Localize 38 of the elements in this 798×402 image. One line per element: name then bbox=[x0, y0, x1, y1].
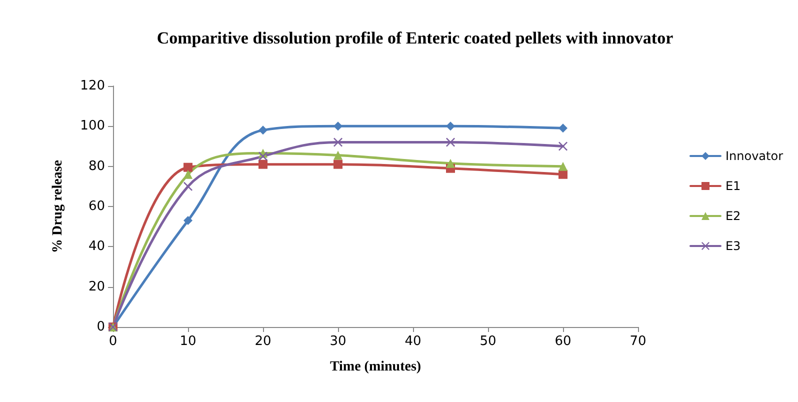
y-tick-label: 40 bbox=[88, 239, 105, 254]
y-tick-label: 120 bbox=[80, 78, 105, 94]
x-tick-label: 30 bbox=[330, 334, 346, 349]
legend-label: Innovator bbox=[725, 149, 784, 163]
legend-label: E1 bbox=[725, 179, 741, 193]
x-tick-label: 50 bbox=[480, 334, 496, 349]
y-axis-title: % Drug release bbox=[50, 160, 66, 254]
point bbox=[184, 216, 192, 226]
y-tick-label: 80 bbox=[88, 158, 105, 174]
y-tick-label: 100 bbox=[80, 118, 105, 134]
point bbox=[184, 170, 192, 179]
point bbox=[184, 162, 192, 172]
point bbox=[258, 126, 268, 135]
point bbox=[334, 122, 342, 131]
point bbox=[558, 124, 568, 133]
point bbox=[258, 152, 268, 161]
point bbox=[446, 158, 455, 168]
point bbox=[334, 160, 342, 169]
x-tick-label: 0 bbox=[108, 334, 118, 349]
x-tick-label: 10 bbox=[180, 334, 196, 349]
point bbox=[258, 160, 268, 169]
chart-title: Comparitive dissolution profile of Enteric coated pellets with innovator bbox=[156, 28, 674, 48]
legend-label: E3 bbox=[725, 239, 741, 253]
x-axis-title: Time (minutes) bbox=[330, 360, 422, 374]
point bbox=[558, 162, 568, 171]
y-tick-label: 20 bbox=[88, 279, 105, 294]
x-tick-label: 60 bbox=[554, 334, 572, 349]
x-tick-label: 20 bbox=[254, 334, 272, 349]
point bbox=[446, 122, 455, 131]
point bbox=[334, 138, 342, 147]
point bbox=[446, 138, 455, 147]
x-tick-label: 40 bbox=[404, 334, 422, 349]
x-tick-label: 70 bbox=[630, 334, 646, 349]
point bbox=[558, 142, 568, 151]
legend-label: E2 bbox=[725, 209, 741, 223]
point bbox=[334, 150, 342, 160]
y-tick-label: 60 bbox=[88, 199, 105, 214]
y-tick-label: 0 bbox=[96, 320, 105, 334]
